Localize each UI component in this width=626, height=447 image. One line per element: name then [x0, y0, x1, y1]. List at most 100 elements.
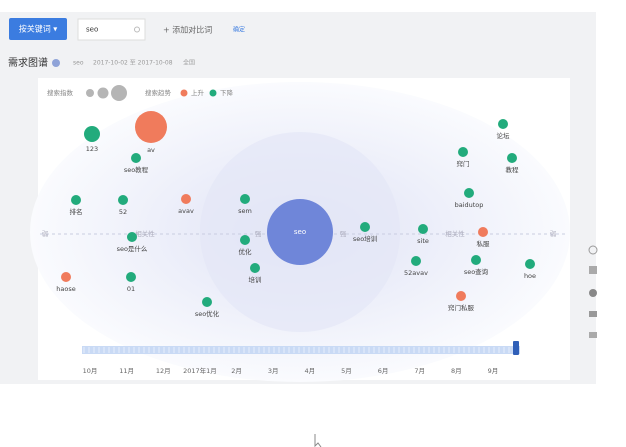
axis-label: 弱 — [42, 230, 49, 238]
node-bubble — [118, 195, 128, 205]
timeline-handle[interactable] — [513, 341, 519, 355]
timeline-label: 5月 — [341, 367, 352, 375]
fall-dot — [209, 89, 217, 97]
node-bubble — [202, 297, 212, 307]
legend-label: 搜索趋势 — [145, 88, 172, 97]
header-keyword: seo — [73, 60, 84, 67]
node-bubble — [478, 227, 488, 237]
node-bubble — [71, 195, 81, 205]
rise-dot — [180, 89, 188, 97]
size-dot — [111, 85, 127, 101]
timeline-bar[interactable] — [82, 346, 520, 354]
help-icon[interactable] — [52, 59, 60, 67]
date-range: 2017-10-02 至 2017-10-08 — [93, 60, 173, 67]
add-compare[interactable]: + 添加对比词 — [163, 25, 212, 35]
timeline-label: 7月 — [414, 367, 425, 375]
node-bubble — [131, 153, 141, 163]
node-bubble — [507, 153, 517, 163]
node-bubble — [250, 263, 260, 273]
node-bubble — [181, 194, 191, 204]
timeline-label: 2017年1月 — [183, 366, 217, 375]
timeline-label: 8月 — [451, 367, 462, 375]
node-label: 排名 — [70, 207, 83, 216]
axis-label: 强 — [255, 230, 262, 238]
comment-icon[interactable] — [589, 311, 597, 317]
region: 全国 — [183, 59, 195, 67]
node-bubble — [458, 147, 468, 157]
help-icon-side[interactable] — [589, 289, 597, 297]
node-label: seo优化 — [195, 309, 220, 318]
home-icon[interactable] — [589, 332, 597, 338]
timeline-label: 12月 — [156, 367, 171, 375]
clear-icon[interactable] — [134, 26, 140, 33]
node-label: 教程 — [506, 165, 520, 174]
node-bubble — [126, 272, 136, 282]
node-label: 123 — [86, 145, 98, 153]
node-label: 01 — [127, 285, 135, 293]
node-bubble — [498, 119, 508, 129]
mode-button-text[interactable]: 按关键词 ▾ — [19, 24, 58, 34]
node-label: 论坛 — [497, 131, 511, 140]
node-label: 52 — [119, 208, 127, 216]
axis-label: 相关性 — [445, 229, 465, 238]
axis-label: 相关性 — [135, 229, 155, 238]
share-icon[interactable] — [588, 245, 598, 255]
star-icon[interactable] — [589, 266, 597, 274]
node-label: seo查询 — [464, 267, 489, 276]
legend-label: 上升 — [191, 88, 205, 97]
cursor — [314, 434, 322, 447]
size-dot — [97, 87, 109, 99]
keyword-text[interactable]: seo — [86, 26, 98, 34]
node-bubble — [360, 222, 370, 232]
node-bubble — [418, 224, 428, 234]
timeline-label: 4月 — [304, 367, 315, 375]
timeline-label: 3月 — [268, 367, 279, 375]
node-label: seo — [294, 228, 306, 236]
legend-label: 下降 — [220, 88, 234, 97]
node-bubble — [456, 291, 466, 301]
confirm[interactable]: 确定 — [233, 26, 245, 34]
node-label: 私服 — [477, 239, 491, 248]
node-bubble — [267, 199, 333, 265]
node-label: haose — [56, 285, 75, 293]
legend-label: 搜索指数 — [47, 88, 74, 97]
keyword-input[interactable] — [77, 18, 146, 41]
node-bubble — [240, 194, 250, 204]
node-bubble — [471, 255, 481, 265]
node-label: 52avav — [404, 269, 428, 277]
node-bubble — [411, 256, 421, 266]
node-bubble — [127, 232, 137, 242]
node-label: hoe — [524, 272, 536, 280]
node-label: site — [417, 237, 429, 245]
node-bubble — [135, 111, 167, 143]
axis-label: 强 — [340, 230, 347, 238]
node-label: sem — [238, 207, 252, 215]
timeline-label: 10月 — [83, 367, 98, 375]
node-label: 窍门私服 — [448, 303, 475, 312]
node-label: seo培训 — [353, 234, 377, 243]
node-bubble — [525, 259, 535, 269]
node-label: seo教程 — [124, 165, 149, 174]
node-label: seo是什么 — [117, 244, 148, 253]
node-label: baidutop — [455, 201, 484, 209]
node-label: 培训 — [249, 275, 262, 284]
timeline-label: 2月 — [231, 367, 242, 375]
timeline-label: 6月 — [378, 367, 389, 375]
node-bubble — [84, 126, 100, 142]
axis-label: 弱 — [550, 230, 557, 238]
node-label: 窍门 — [457, 159, 470, 168]
node-bubble — [464, 188, 474, 198]
node-label: 优化 — [239, 247, 253, 256]
mode-button[interactable] — [9, 18, 67, 40]
node-label: av — [147, 146, 155, 154]
side-tools — [588, 245, 598, 338]
node-bubble — [61, 272, 71, 282]
node-label: avav — [178, 207, 194, 215]
size-dot — [86, 89, 94, 97]
timeline-label: 9月 — [488, 367, 499, 375]
node-bubble — [240, 235, 250, 245]
timeline-label: 11月 — [119, 367, 134, 375]
section-title: 需求图谱 — [8, 56, 48, 69]
